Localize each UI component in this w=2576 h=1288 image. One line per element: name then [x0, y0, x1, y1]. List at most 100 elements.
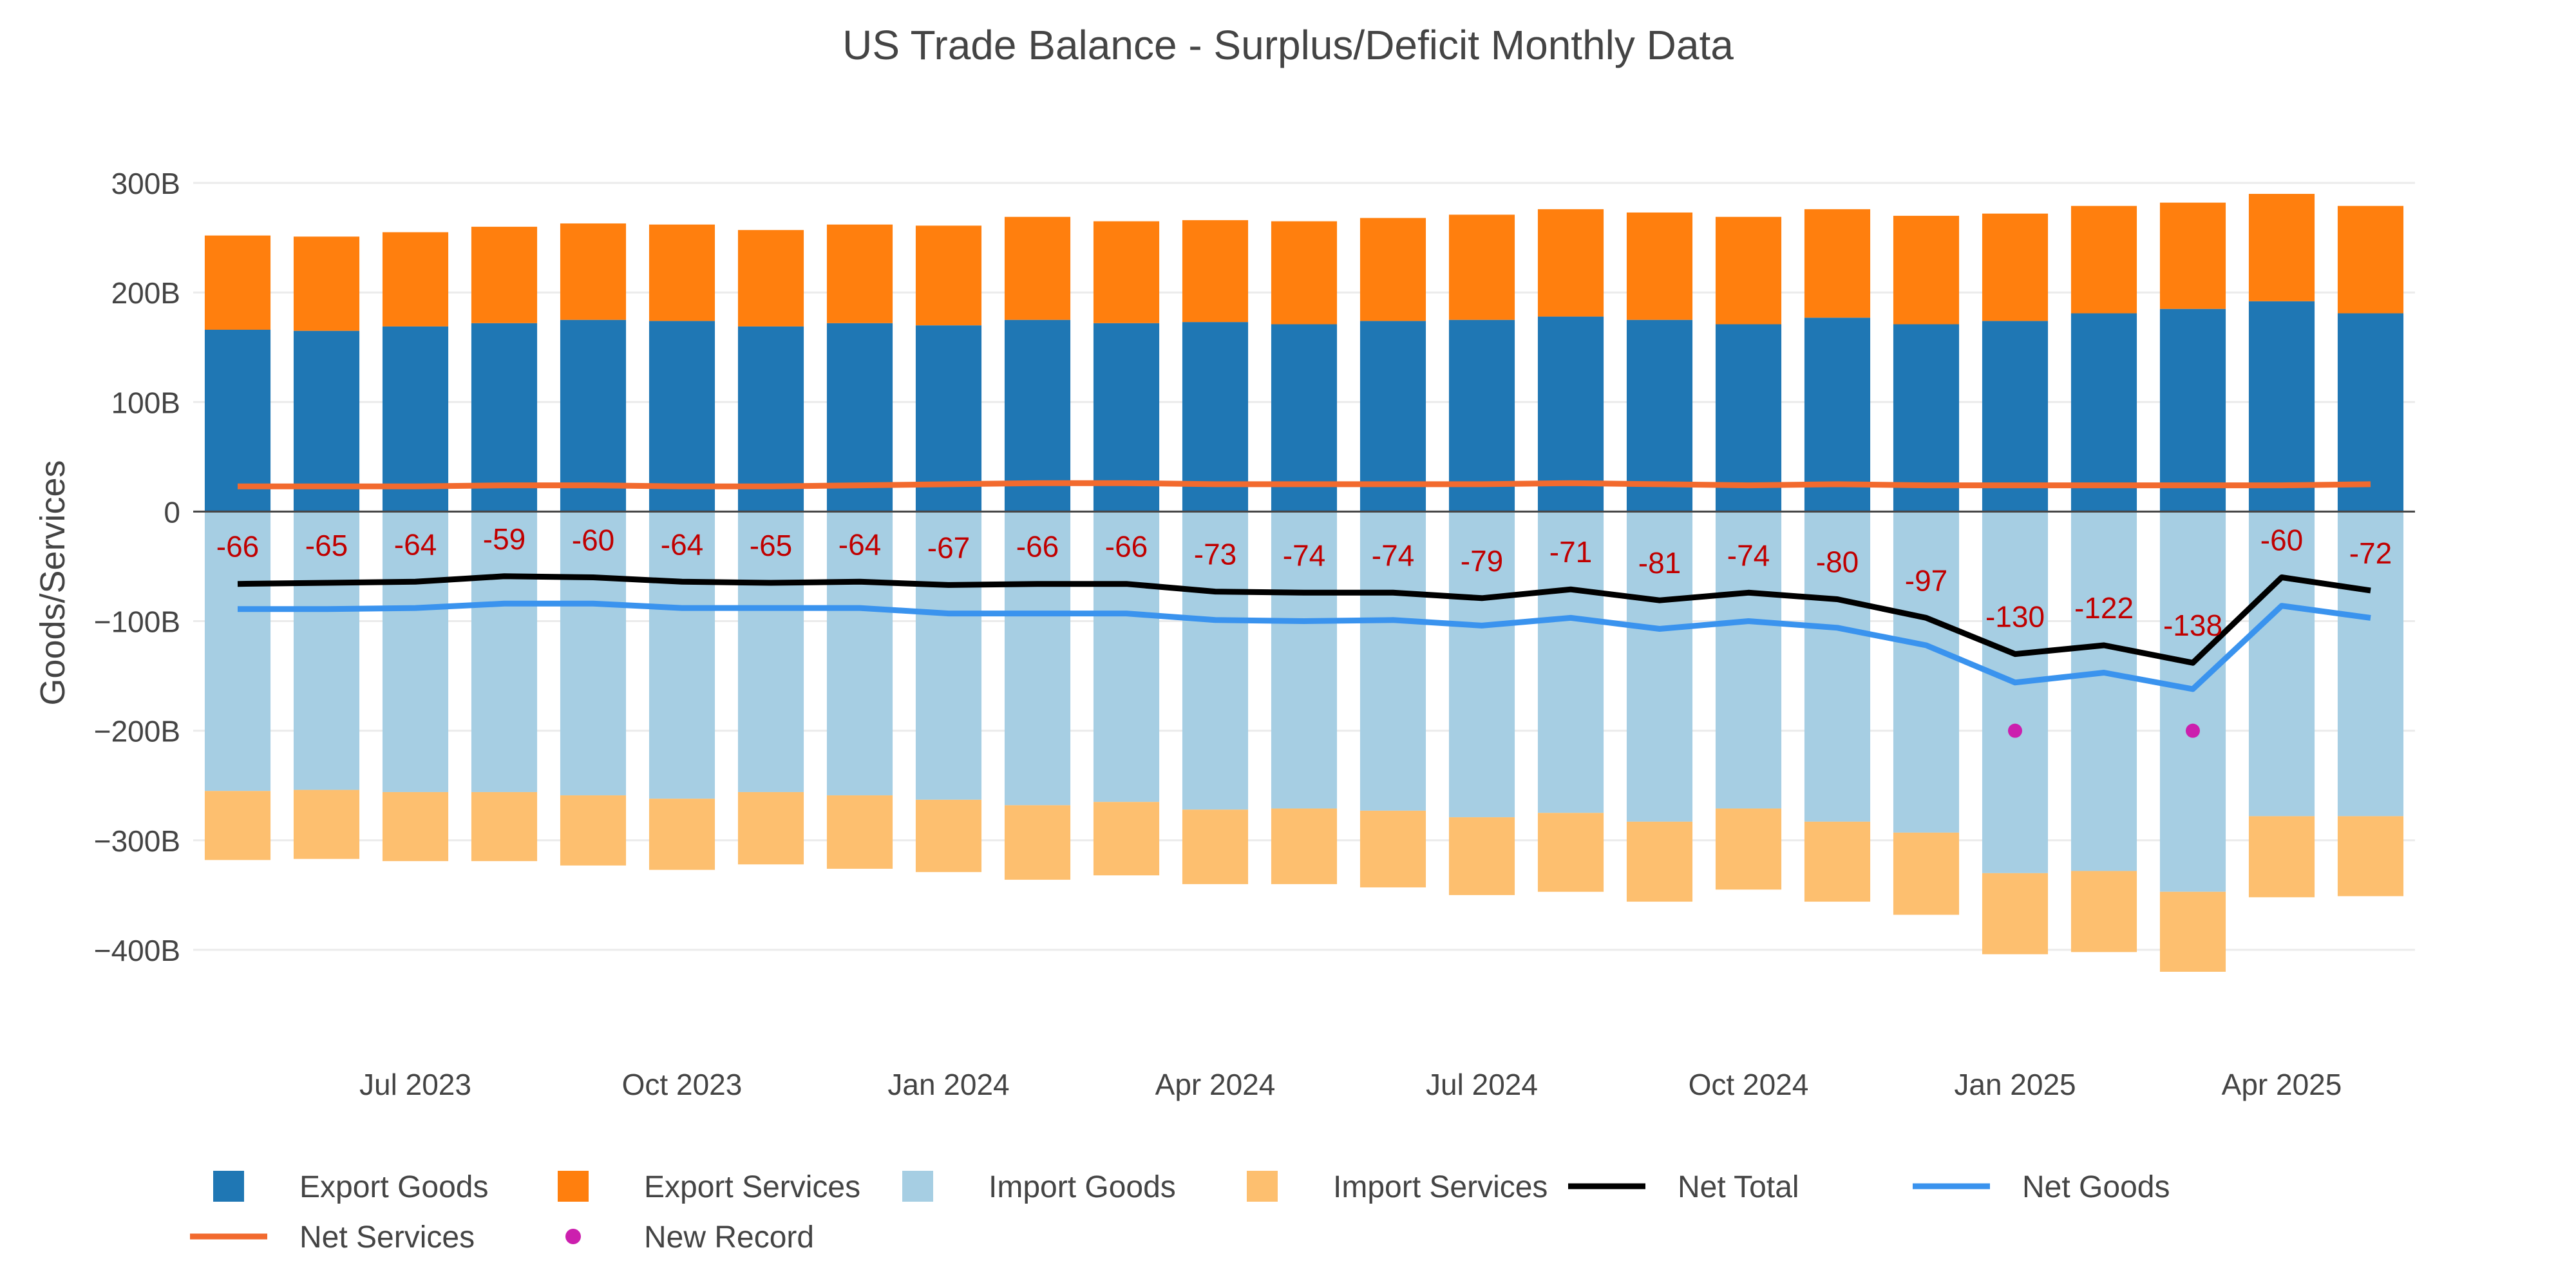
bar-import-services: [737, 791, 804, 865]
legend-item-new-record[interactable]: New Record: [565, 1220, 814, 1255]
bar-export-services: [826, 224, 893, 323]
data-label: -67: [927, 531, 970, 564]
legend-label: Net Goods: [2022, 1170, 2170, 1204]
bar-import-services: [1359, 810, 1426, 887]
bar-export-services: [915, 225, 982, 326]
legend-item-import-goods[interactable]: Import Goods: [902, 1170, 1176, 1204]
bar-export-goods: [471, 323, 538, 512]
data-label: -71: [1549, 535, 1592, 569]
x-axis: Jul 2023 Oct 2023 Jan 2024 Apr 2024 Jul 2024…: [359, 1068, 2342, 1101]
x-tick-label: Apr 2024: [1155, 1068, 1276, 1101]
legend-swatch: [902, 1171, 933, 1202]
bar-import-services: [293, 790, 360, 859]
bar-import-goods: [737, 511, 804, 792]
legend-item-net-services[interactable]: Net Services: [190, 1220, 475, 1255]
bar-import-services: [1271, 808, 1338, 884]
bar-import-services: [1626, 821, 1693, 902]
data-label: -72: [2349, 536, 2392, 570]
bar-export-services: [1804, 209, 1871, 318]
bar-import-services: [2070, 871, 2137, 952]
bar-import-goods: [1359, 511, 1426, 811]
bar-import-services: [471, 791, 538, 862]
data-label: -74: [1727, 538, 1770, 572]
bar-export-goods: [649, 321, 715, 512]
bar-export-goods: [1182, 322, 1249, 512]
legend-swatch: [565, 1229, 581, 1244]
bar-import-services: [1804, 821, 1871, 902]
bar-import-services: [2337, 816, 2404, 896]
bar-import-goods: [560, 511, 627, 796]
bar-import-goods: [649, 511, 715, 799]
legend-item-import-services[interactable]: Import Services: [1247, 1170, 1548, 1204]
bar-import-goods: [1804, 511, 1871, 822]
data-label: -138: [2163, 609, 2222, 642]
bar-export-services: [204, 235, 271, 330]
bar-import-goods: [293, 511, 360, 790]
data-label: -81: [1638, 546, 1681, 580]
line-net-services: [238, 480, 2371, 489]
legend-item-export-goods[interactable]: Export Goods: [213, 1170, 488, 1204]
bar-export-goods: [2070, 313, 2137, 512]
data-label: -59: [483, 522, 526, 556]
bar-export-services: [471, 227, 538, 323]
new-record-marker: [2186, 723, 2200, 738]
bar-export-goods: [204, 330, 271, 512]
legend: Export Goods Export Services Import Goods I…: [190, 1170, 2170, 1255]
data-label: -60: [2260, 523, 2303, 556]
bar-export-services: [1093, 221, 1160, 323]
legend-item-export-services[interactable]: Export Services: [558, 1170, 860, 1204]
bar-export-services: [2070, 205, 2137, 314]
data-label: -65: [305, 529, 348, 562]
bar-import-goods: [1093, 511, 1160, 802]
bar-export-services: [2337, 205, 2404, 314]
x-tick-label: Oct 2024: [1689, 1068, 1809, 1101]
bars: [204, 194, 2404, 972]
bar-export-services: [1626, 212, 1693, 320]
bar-import-goods: [1982, 511, 2049, 873]
bar-import-goods: [1004, 511, 1071, 806]
legend-swatch: [213, 1171, 244, 1202]
x-tick-label: Jan 2024: [887, 1068, 1009, 1101]
bar-import-goods: [2337, 511, 2404, 817]
data-label: -97: [1905, 564, 1947, 597]
data-label: -65: [750, 529, 792, 562]
bar-import-services: [1893, 832, 1960, 915]
bar-export-services: [1537, 209, 1604, 317]
bar-import-services: [382, 791, 449, 862]
bar-import-services: [1715, 808, 1782, 890]
chart-title: US Trade Balance - Surplus/Deficit Month…: [842, 22, 1734, 68]
legend-swatch: [558, 1171, 589, 1202]
legend-item-net-goods[interactable]: Net Goods: [1913, 1170, 2170, 1204]
bar-import-goods: [1626, 511, 1693, 822]
bar-export-services: [1982, 213, 2049, 321]
bar-export-goods: [1448, 319, 1515, 512]
bar-import-goods: [1448, 511, 1515, 818]
series-lines: [237, 480, 2371, 692]
legend-label: Net Services: [299, 1220, 475, 1255]
data-labels: -66 -65 -64 -59 -60 -64 -65 -64 -67 -66 -66 -73 -74 -…: [216, 522, 2392, 642]
data-label: -74: [1372, 538, 1414, 572]
new-record-markers: [2008, 723, 2200, 738]
legend-item-net-total[interactable]: Net Total: [1568, 1170, 1799, 1204]
line-net-total: [237, 573, 2371, 666]
data-label: -66: [1105, 530, 1148, 564]
bar-import-goods: [1893, 511, 1960, 833]
data-label: -66: [1016, 530, 1059, 564]
y-tick-label: 100B: [111, 386, 180, 419]
data-label: -73: [1194, 538, 1236, 571]
bar-export-goods: [2337, 313, 2404, 512]
bar-import-services: [2159, 891, 2226, 972]
bar-import-services: [2248, 816, 2315, 898]
legend-label: Import Goods: [989, 1170, 1176, 1204]
data-label: -64: [661, 527, 703, 561]
bar-import-services: [1093, 802, 1160, 876]
legend-label: Export Goods: [299, 1170, 488, 1204]
bar-export-services: [293, 236, 360, 331]
bar-export-services: [382, 232, 449, 327]
bar-export-goods: [560, 319, 627, 512]
data-label: -79: [1461, 544, 1503, 578]
bar-export-goods: [1004, 319, 1071, 512]
data-label: -80: [1816, 545, 1859, 579]
bar-export-services: [2159, 202, 2226, 309]
bar-export-services: [649, 224, 715, 321]
